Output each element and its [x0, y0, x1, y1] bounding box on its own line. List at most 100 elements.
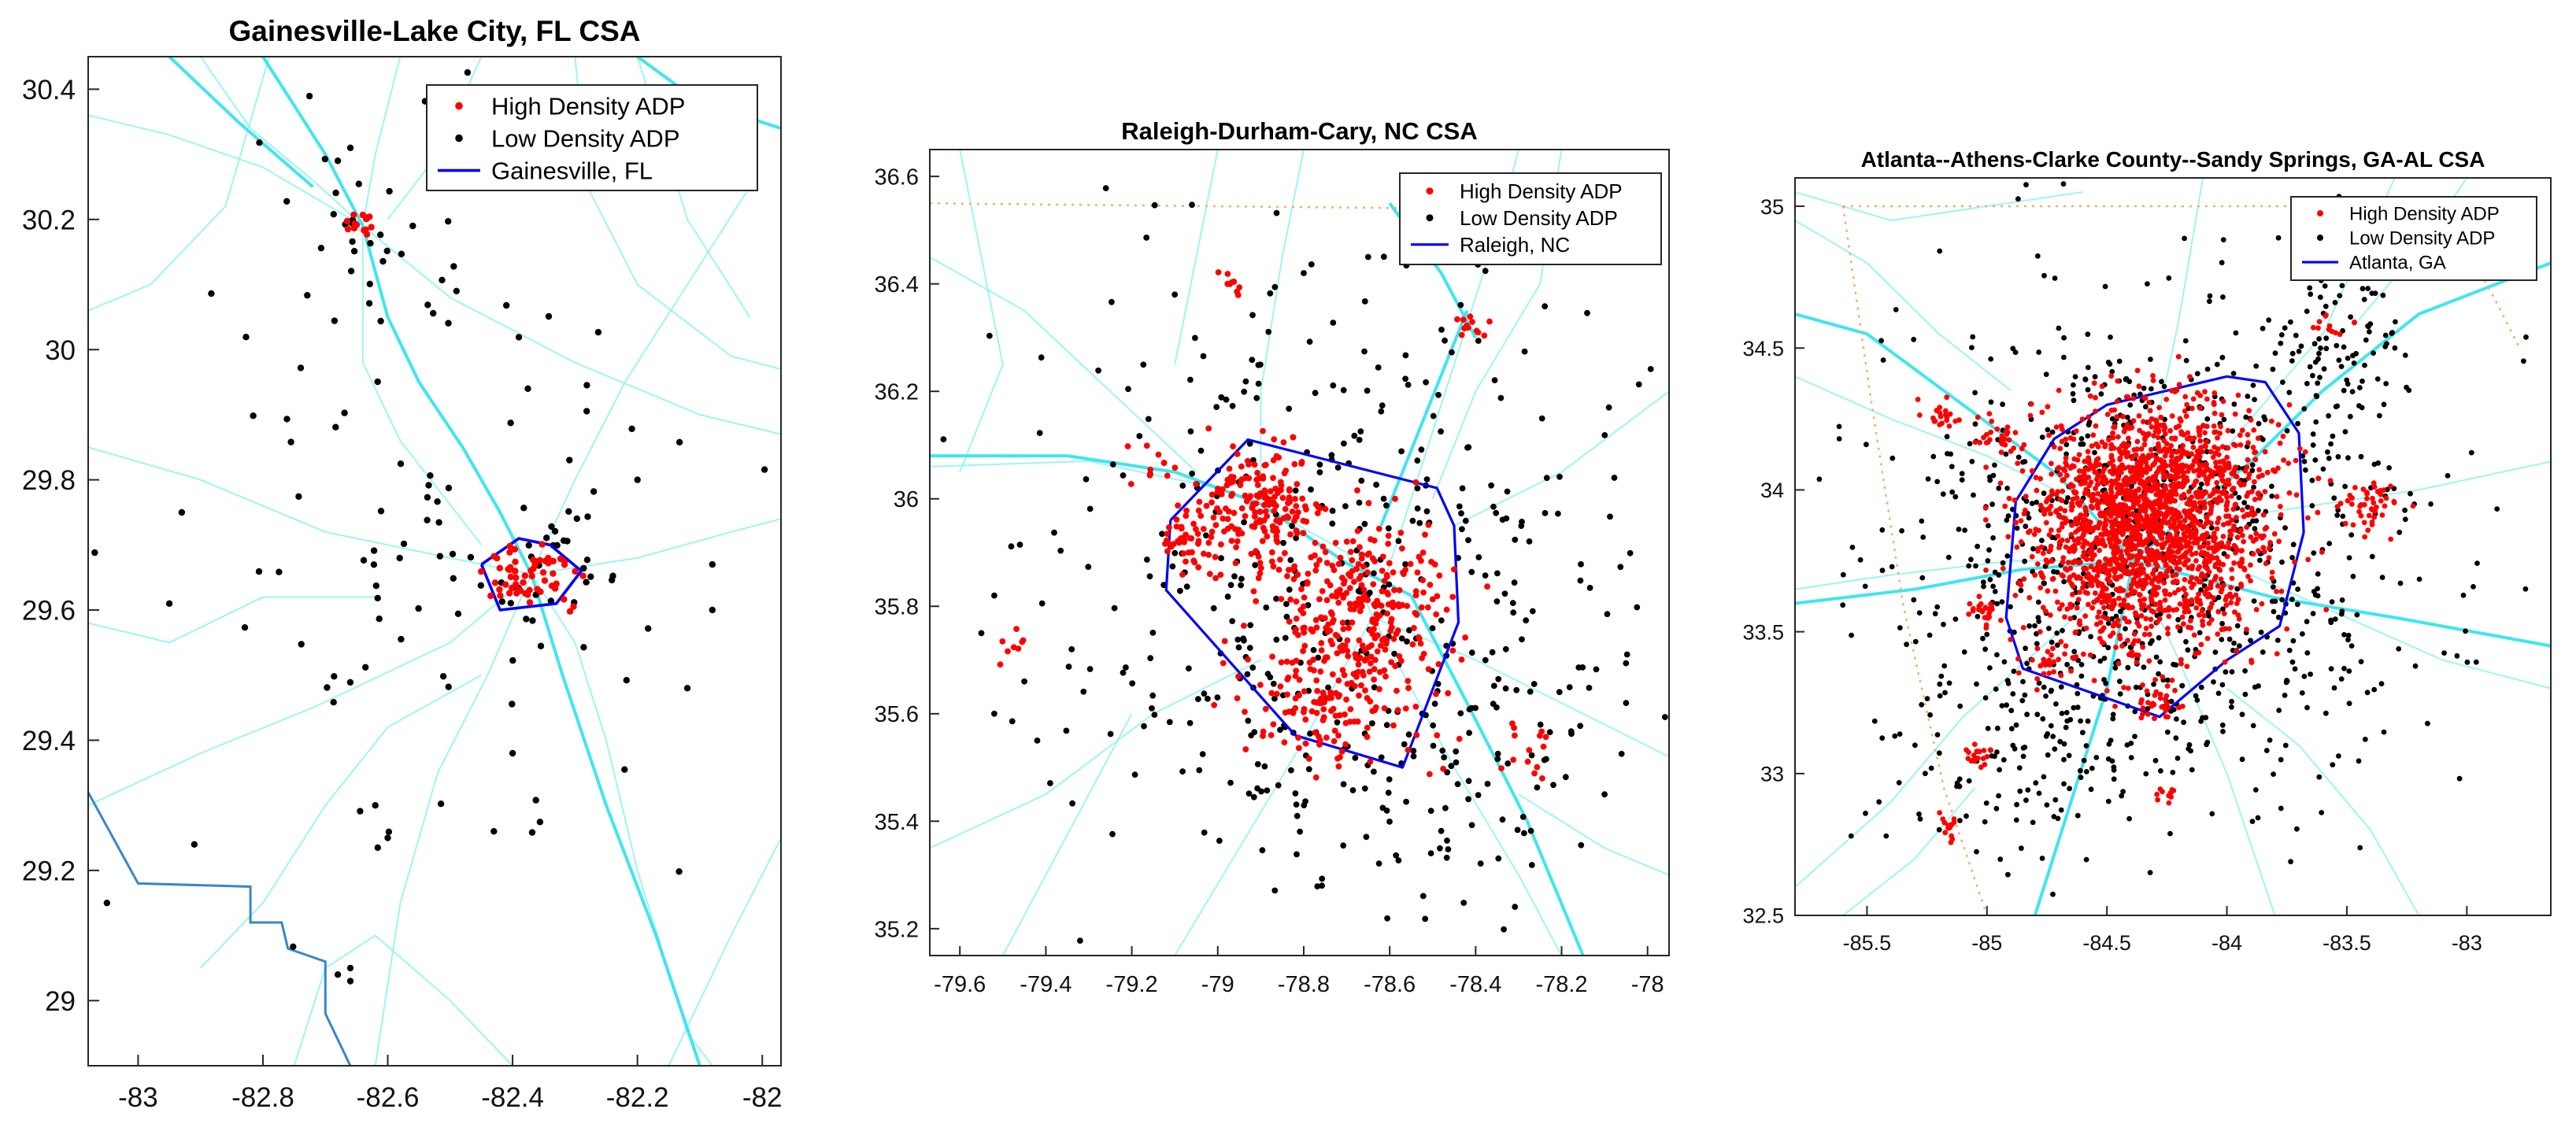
low-density-point: [1077, 937, 1083, 944]
low-density-point: [2332, 300, 2338, 305]
low-density-point: [2132, 708, 2138, 715]
low-density-point: [2109, 758, 2115, 764]
high-density-point: [2135, 498, 2141, 505]
low-density-point: [1125, 386, 1131, 393]
high-density-point: [2126, 426, 2133, 431]
high-density-point: [1304, 580, 1311, 587]
high-density-point: [1230, 478, 1237, 485]
low-density-point: [580, 644, 587, 651]
high-density-point: [2195, 566, 2201, 572]
low-density-point: [2109, 616, 2115, 622]
high-density-point: [1374, 648, 1381, 655]
high-density-point: [1323, 560, 1331, 566]
high-density-point: [511, 545, 519, 553]
low-density-point: [346, 978, 354, 985]
high-density-point: [579, 572, 587, 579]
high-density-point: [2146, 501, 2152, 506]
low-density-point: [1462, 517, 1469, 524]
low-density-point: [515, 334, 523, 341]
low-density-point: [1975, 543, 1980, 549]
low-density-point: [360, 556, 368, 564]
high-density-point: [350, 224, 358, 232]
low-density-point: [1537, 721, 1544, 728]
low-density-point: [2083, 768, 2089, 775]
high-density-point: [1230, 443, 1236, 449]
high-density-point: [2074, 495, 2080, 501]
low-density-point: [2052, 797, 2059, 803]
low-density-point: [2272, 350, 2278, 357]
low-density-point: [1460, 900, 1468, 906]
high-density-point: [1371, 626, 1377, 633]
low-density-point: [2020, 753, 2026, 760]
low-density-point: [2289, 350, 2296, 357]
low-density-point: [1267, 290, 1274, 297]
low-density-point: [424, 301, 431, 309]
high-density-point: [2239, 507, 2245, 513]
high-density-point: [2262, 489, 2268, 494]
low-density-point: [2267, 738, 2273, 743]
high-density-point: [2278, 589, 2285, 594]
low-density-point: [1409, 517, 1416, 524]
low-density-point: [1519, 636, 1525, 643]
high-density-point: [2092, 590, 2098, 596]
high-density-point: [2197, 438, 2204, 444]
low-density-point: [2083, 743, 2089, 749]
high-density-point: [1342, 741, 1349, 748]
low-density-point: [2101, 677, 2107, 682]
low-density-point: [1213, 404, 1220, 410]
high-density-point: [1374, 597, 1380, 604]
low-density-point: [2358, 453, 2364, 460]
low-density-point: [1987, 577, 1993, 582]
low-density-point: [2229, 704, 2234, 710]
low-density-point: [2330, 433, 2336, 439]
high-density-point: [2186, 489, 2192, 494]
road-line: [361, 57, 402, 227]
high-density-point: [2097, 635, 2103, 641]
high-density-point: [2165, 626, 2171, 631]
low-density-point: [1255, 380, 1262, 387]
low-density-point: [1319, 882, 1325, 889]
low-density-point: [367, 239, 374, 247]
high-density-point: [1382, 673, 1389, 680]
high-density-point: [2088, 479, 2094, 486]
high-density-point: [2183, 591, 2189, 597]
x-tick-label: -84.5: [2082, 931, 2131, 955]
high-density-point: [2130, 395, 2137, 401]
high-density-point: [2080, 478, 2086, 483]
high-density-point: [2099, 593, 2105, 600]
high-density-point: [1313, 677, 1320, 684]
low-density-point: [2054, 569, 2060, 575]
low-density-point: [1423, 508, 1430, 515]
low-density-point: [1108, 298, 1115, 305]
high-density-point: [2161, 422, 2167, 428]
high-density-point: [1235, 673, 1242, 680]
low-density-point: [1247, 622, 1254, 629]
low-density-point: [1316, 469, 1323, 475]
high-density-point: [2226, 626, 2232, 632]
low-density-point: [1966, 563, 1972, 569]
low-density-point: [1883, 833, 1889, 839]
high-density-point: [1311, 667, 1317, 674]
low-density-point: [2328, 441, 2334, 447]
low-density-point: [332, 423, 339, 431]
high-density-point: [1293, 667, 1300, 675]
low-density-point: [1171, 549, 1179, 556]
low-density-point: [1504, 488, 1511, 495]
low-density-point: [2071, 704, 2077, 711]
low-density-point: [383, 247, 390, 254]
high-density-point: [1267, 488, 1274, 495]
high-density-point: [2060, 559, 2066, 565]
high-density-point: [545, 554, 552, 562]
low-density-point: [2286, 647, 2293, 653]
low-density-point: [2310, 431, 2316, 437]
low-density-point: [2234, 623, 2241, 629]
high-density-point: [1404, 603, 1411, 609]
low-density-point: [2425, 720, 2430, 726]
low-density-point: [1697, 742, 1703, 749]
high-density-point: [1486, 318, 1493, 325]
low-density-point: [1949, 489, 1956, 495]
low-density-point: [1969, 345, 1975, 350]
high-density-point: [2189, 405, 2195, 412]
low-density-point: [1280, 539, 1286, 546]
low-density-point: [2005, 513, 2012, 519]
